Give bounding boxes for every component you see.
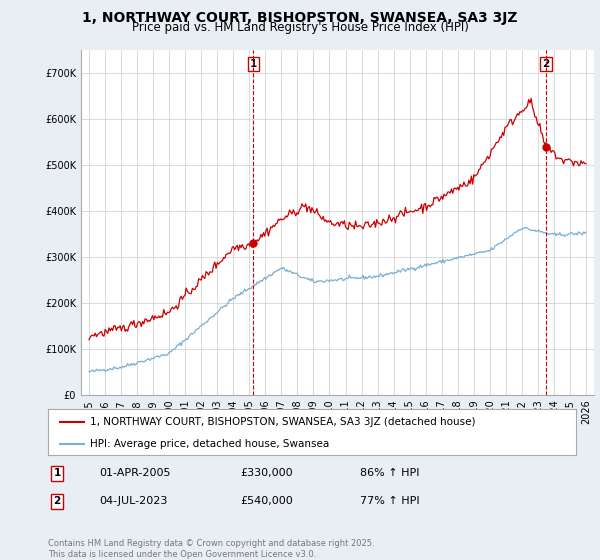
Text: 2: 2 xyxy=(542,59,550,69)
Text: 1, NORTHWAY COURT, BISHOPSTON, SWANSEA, SA3 3JZ: 1, NORTHWAY COURT, BISHOPSTON, SWANSEA, … xyxy=(82,11,518,25)
Text: £330,000: £330,000 xyxy=(240,468,293,478)
Text: HPI: Average price, detached house, Swansea: HPI: Average price, detached house, Swan… xyxy=(90,438,329,449)
Text: 04-JUL-2023: 04-JUL-2023 xyxy=(99,496,167,506)
Text: 1: 1 xyxy=(53,468,61,478)
Text: £540,000: £540,000 xyxy=(240,496,293,506)
Text: 1: 1 xyxy=(250,59,257,69)
Text: 77% ↑ HPI: 77% ↑ HPI xyxy=(360,496,419,506)
Text: 01-APR-2005: 01-APR-2005 xyxy=(99,468,170,478)
Text: Contains HM Land Registry data © Crown copyright and database right 2025.
This d: Contains HM Land Registry data © Crown c… xyxy=(48,539,374,559)
Text: 2: 2 xyxy=(53,496,61,506)
Text: 86% ↑ HPI: 86% ↑ HPI xyxy=(360,468,419,478)
Text: 1, NORTHWAY COURT, BISHOPSTON, SWANSEA, SA3 3JZ (detached house): 1, NORTHWAY COURT, BISHOPSTON, SWANSEA, … xyxy=(90,417,476,427)
Text: Price paid vs. HM Land Registry's House Price Index (HPI): Price paid vs. HM Land Registry's House … xyxy=(131,21,469,34)
